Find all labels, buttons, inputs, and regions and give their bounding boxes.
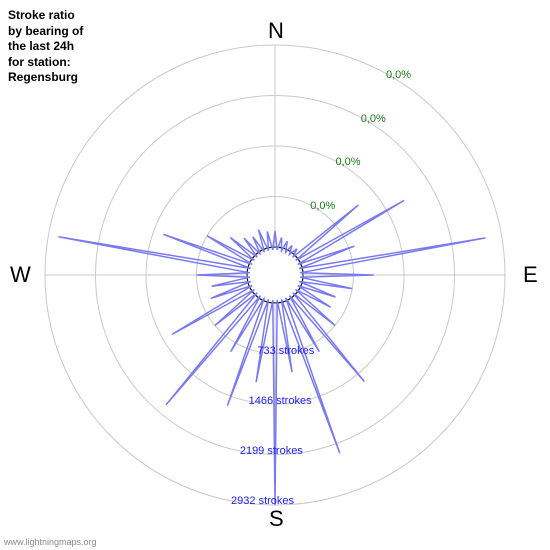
compass-e: E: [523, 262, 538, 288]
ring-label-strokes-1: 1466 strokes: [249, 395, 312, 407]
footer-credit: www.lightningmaps.org: [4, 537, 97, 547]
ring-label-pct-3: 0,0%: [386, 69, 411, 81]
ring-label-pct-2: 0,0%: [361, 113, 386, 125]
chart-title: Stroke ratio by bearing of the last 24h …: [8, 8, 83, 86]
compass-n: N: [268, 18, 284, 44]
ring-label-pct-1: 0,0%: [336, 156, 361, 168]
ring-label-pct-0: 0,0%: [310, 200, 335, 212]
ring-label-strokes-2: 2199 strokes: [240, 445, 303, 457]
ring-label-strokes-0: 733 strokes: [257, 345, 314, 357]
compass-w: W: [10, 262, 31, 288]
ring-label-strokes-3: 2932 strokes: [231, 495, 294, 507]
compass-s: S: [269, 506, 284, 532]
